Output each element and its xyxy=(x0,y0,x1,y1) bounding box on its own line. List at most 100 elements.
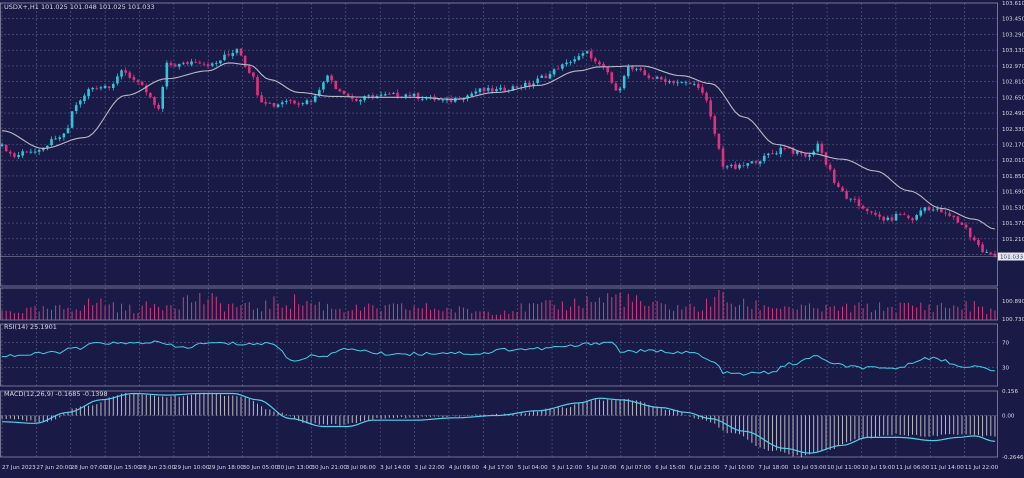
candle-bearish[interactable] xyxy=(791,147,795,154)
candle-bullish[interactable] xyxy=(29,151,33,153)
candle-bearish[interactable] xyxy=(252,72,255,77)
candle-bullish[interactable] xyxy=(738,164,741,169)
candle-bearish[interactable] xyxy=(890,217,894,221)
candle-bearish[interactable] xyxy=(874,212,877,215)
candle-bearish[interactable] xyxy=(977,240,980,246)
candle-bearish[interactable] xyxy=(173,64,177,67)
candle-bullish[interactable] xyxy=(536,78,539,84)
candle-bullish[interactable] xyxy=(935,208,939,210)
candle-bullish[interactable] xyxy=(41,148,45,151)
candle-bearish[interactable] xyxy=(742,164,745,166)
candle-bullish[interactable] xyxy=(808,154,811,157)
candle-bearish[interactable] xyxy=(589,51,593,59)
candle-bullish[interactable] xyxy=(70,111,74,128)
candle-bearish[interactable] xyxy=(371,95,375,99)
candle-bullish[interactable] xyxy=(190,61,193,65)
candle-bullish[interactable] xyxy=(280,102,284,105)
candle-bullish[interactable] xyxy=(585,51,589,54)
candle-bearish[interactable] xyxy=(503,87,506,91)
candle-bearish[interactable] xyxy=(664,79,667,83)
candle-bearish[interactable] xyxy=(594,58,597,62)
candle-bullish[interactable] xyxy=(894,213,898,221)
candle-bullish[interactable] xyxy=(359,99,362,102)
candle-bearish[interactable] xyxy=(482,87,486,91)
candle-bullish[interactable] xyxy=(795,151,799,154)
candle-bullish[interactable] xyxy=(453,98,457,102)
candle-bearish[interactable] xyxy=(8,151,12,154)
candle-bearish[interactable] xyxy=(272,102,276,107)
candle-bullish[interactable] xyxy=(210,63,214,66)
candle-bearish[interactable] xyxy=(202,63,206,65)
candle-bullish[interactable] xyxy=(46,145,49,149)
candle-bullish[interactable] xyxy=(412,93,416,97)
candle-bearish[interactable] xyxy=(598,61,601,65)
candle-bullish[interactable] xyxy=(441,99,445,101)
volume-panel[interactable] xyxy=(1,290,996,320)
candle-bullish[interactable] xyxy=(548,73,552,79)
candle-bearish[interactable] xyxy=(956,216,960,223)
candle-bullish[interactable] xyxy=(915,215,918,220)
candle-bearish[interactable] xyxy=(754,161,758,163)
candle-bullish[interactable] xyxy=(276,104,280,108)
candle-bullish[interactable] xyxy=(532,83,535,87)
candle-bearish[interactable] xyxy=(186,62,189,65)
candle-bullish[interactable] xyxy=(404,94,408,97)
candle-bearish[interactable] xyxy=(734,164,737,169)
candle-bullish[interactable] xyxy=(540,75,544,78)
candle-bearish[interactable] xyxy=(309,100,313,102)
candle-bullish[interactable] xyxy=(635,68,638,70)
candle-bearish[interactable] xyxy=(247,66,251,73)
candle-bearish[interactable] xyxy=(705,92,708,101)
candle-bearish[interactable] xyxy=(602,63,605,68)
candle-bullish[interactable] xyxy=(466,95,469,99)
candle-bearish[interactable] xyxy=(837,183,840,187)
candle-bearish[interactable] xyxy=(882,216,886,221)
candle-bearish[interactable] xyxy=(973,237,976,241)
candle-bearish[interactable] xyxy=(124,70,127,73)
candle-bearish[interactable] xyxy=(697,83,700,88)
candle-bearish[interactable] xyxy=(206,64,210,67)
candle-bullish[interactable] xyxy=(161,87,165,109)
candle-bearish[interactable] xyxy=(927,206,931,211)
candle-bearish[interactable] xyxy=(13,153,16,157)
candle-bullish[interactable] xyxy=(577,56,581,60)
candle-bullish[interactable] xyxy=(285,100,288,102)
candle-bearish[interactable] xyxy=(153,97,156,105)
candle-bearish[interactable] xyxy=(227,54,230,56)
rsi-panel[interactable] xyxy=(2,340,995,376)
candle-bearish[interactable] xyxy=(783,148,787,149)
candle-bullish[interactable] xyxy=(680,81,684,83)
candle-bullish[interactable] xyxy=(729,165,733,166)
candle-bearish[interactable] xyxy=(25,151,29,153)
candle-bullish[interactable] xyxy=(445,99,449,101)
candle-bearish[interactable] xyxy=(944,212,947,214)
candle-bearish[interactable] xyxy=(841,187,844,191)
candle-bearish[interactable] xyxy=(140,81,144,85)
candle-bullish[interactable] xyxy=(886,217,890,220)
candle-bearish[interactable] xyxy=(198,62,202,64)
candle-bullish[interactable] xyxy=(622,76,626,89)
candle-bearish[interactable] xyxy=(297,103,300,105)
candle-bearish[interactable] xyxy=(338,89,342,92)
candle-bullish[interactable] xyxy=(676,82,680,84)
candle-bearish[interactable] xyxy=(293,100,296,104)
candle-bearish[interactable] xyxy=(804,153,807,157)
candle-bullish[interactable] xyxy=(470,93,474,96)
candle-bullish[interactable] xyxy=(919,210,923,216)
candle-bullish[interactable] xyxy=(219,60,222,64)
candle-bullish[interactable] xyxy=(58,137,62,140)
candle-bearish[interactable] xyxy=(672,80,675,84)
candle-bearish[interactable] xyxy=(940,208,943,213)
candle-bearish[interactable] xyxy=(132,77,136,80)
candle-bearish[interactable] xyxy=(260,95,263,103)
candle-bearish[interactable] xyxy=(128,72,132,78)
candle-bullish[interactable] xyxy=(762,155,766,162)
candle-bearish[interactable] xyxy=(952,215,956,218)
candle-bearish[interactable] xyxy=(787,147,791,149)
candle-bullish[interactable] xyxy=(618,88,622,91)
candle-bullish[interactable] xyxy=(392,93,395,94)
candle-bullish[interactable] xyxy=(523,82,527,87)
candle-bearish[interactable] xyxy=(556,68,560,70)
candle-bearish[interactable] xyxy=(515,86,519,89)
